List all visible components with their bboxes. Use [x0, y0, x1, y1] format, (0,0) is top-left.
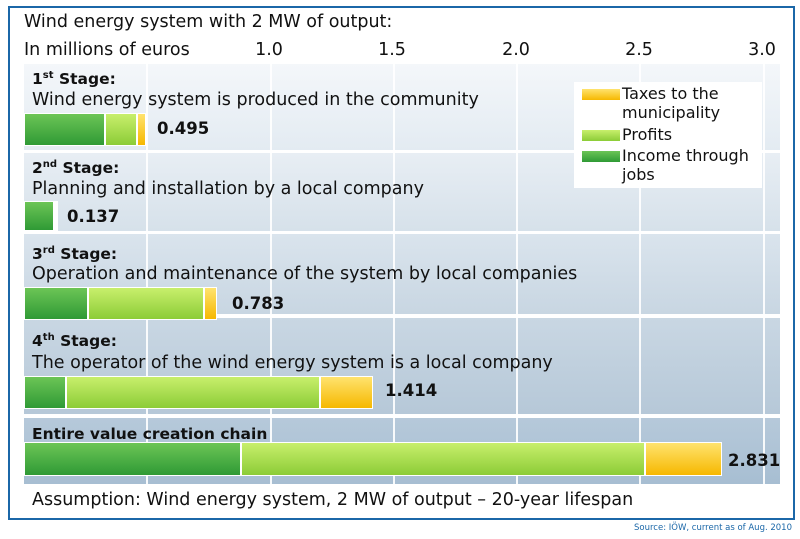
- grid-line: [516, 153, 518, 231]
- grid-line: [762, 64, 765, 150]
- value-label: 0.495: [157, 119, 210, 138]
- bar-segment-jobs: [24, 287, 89, 320]
- value-label: 0.783: [232, 294, 285, 313]
- legend-swatch-taxes: [582, 89, 620, 100]
- legend: Taxes to the municipality Profits Income …: [574, 82, 762, 188]
- bar-segment-profits: [88, 287, 204, 320]
- grid-line: [392, 64, 395, 150]
- bar-segment-profits: [240, 442, 646, 476]
- grid-line: [639, 234, 642, 314]
- grid-line: [762, 234, 765, 314]
- grid-line: [392, 318, 395, 414]
- x-tick-label: 3.0: [748, 40, 776, 60]
- grid-line: [392, 234, 395, 314]
- legend-swatch-profits: [582, 130, 620, 141]
- total-title: Entire value creation chain: [32, 425, 268, 443]
- x-tick-label: 2.5: [625, 40, 653, 60]
- stage-4-title: 4th Stage:: [32, 332, 117, 351]
- stage-2-title: 2nd Stage:: [32, 159, 120, 178]
- unit-label: In millions of euros: [24, 40, 190, 60]
- grid-line: [269, 234, 272, 314]
- grid-line: [762, 153, 765, 231]
- bar-segment-jobs: [24, 113, 106, 146]
- legend-label-taxes: Taxes to the municipality: [622, 84, 721, 122]
- grid-line: [516, 234, 518, 314]
- bar-segment-jobs: [24, 376, 66, 409]
- value-label: 0.137: [67, 207, 120, 226]
- grid-line: [392, 153, 395, 231]
- grid-line: [269, 318, 272, 414]
- bar-segment-taxes: [56, 201, 59, 231]
- stage-4-description: The operator of the wind energy system i…: [32, 353, 553, 373]
- bar-segment-profits: [53, 201, 57, 231]
- stage-3-description: Operation and maintenance of the system …: [32, 264, 578, 284]
- grid-line: [639, 153, 642, 231]
- value-label: 1.414: [385, 381, 438, 400]
- legend-swatch-jobs: [582, 151, 620, 162]
- bar-segment-jobs: [24, 442, 241, 476]
- stage-1-title: 1st Stage:: [32, 70, 116, 89]
- grid-line: [146, 234, 149, 314]
- bar-segment-taxes: [319, 376, 373, 409]
- stage-3-title: 3rd Stage:: [32, 245, 118, 264]
- chart-title: Wind energy system with 2 MW of output:: [24, 12, 393, 32]
- grid-line: [639, 318, 642, 414]
- stage-1-description: Wind energy system is produced in the co…: [32, 90, 479, 110]
- bar-segment-taxes: [645, 442, 722, 476]
- grid-line: [146, 153, 149, 231]
- value-label: 2.831: [728, 451, 781, 470]
- source-note: Source: IÖW, current as of Aug. 2010: [634, 523, 792, 533]
- legend-label-profits: Profits: [622, 125, 673, 144]
- legend-label-jobs: Income through jobs: [622, 146, 749, 184]
- grid-line: [146, 64, 149, 150]
- x-tick-label: 1.5: [378, 40, 406, 60]
- grid-line: [269, 64, 272, 150]
- bar-segment-taxes: [203, 287, 217, 320]
- bar-segment-taxes: [137, 113, 146, 146]
- bar-segment-profits: [105, 113, 138, 146]
- grid-line: [762, 418, 765, 484]
- grid-line: [762, 318, 765, 414]
- grid-line: [269, 153, 272, 231]
- grid-line: [516, 318, 518, 414]
- assumption-note: Assumption: Wind energy system, 2 MW of …: [32, 490, 634, 510]
- x-tick-label: 1.0: [255, 40, 283, 60]
- bar-segment-profits: [65, 376, 320, 409]
- stage-2-description: Planning and installation by a local com…: [32, 179, 424, 199]
- bar-segment-jobs: [24, 201, 54, 231]
- grid-line: [516, 64, 518, 150]
- x-tick-label: 2.0: [502, 40, 530, 60]
- grid-line: [146, 318, 149, 414]
